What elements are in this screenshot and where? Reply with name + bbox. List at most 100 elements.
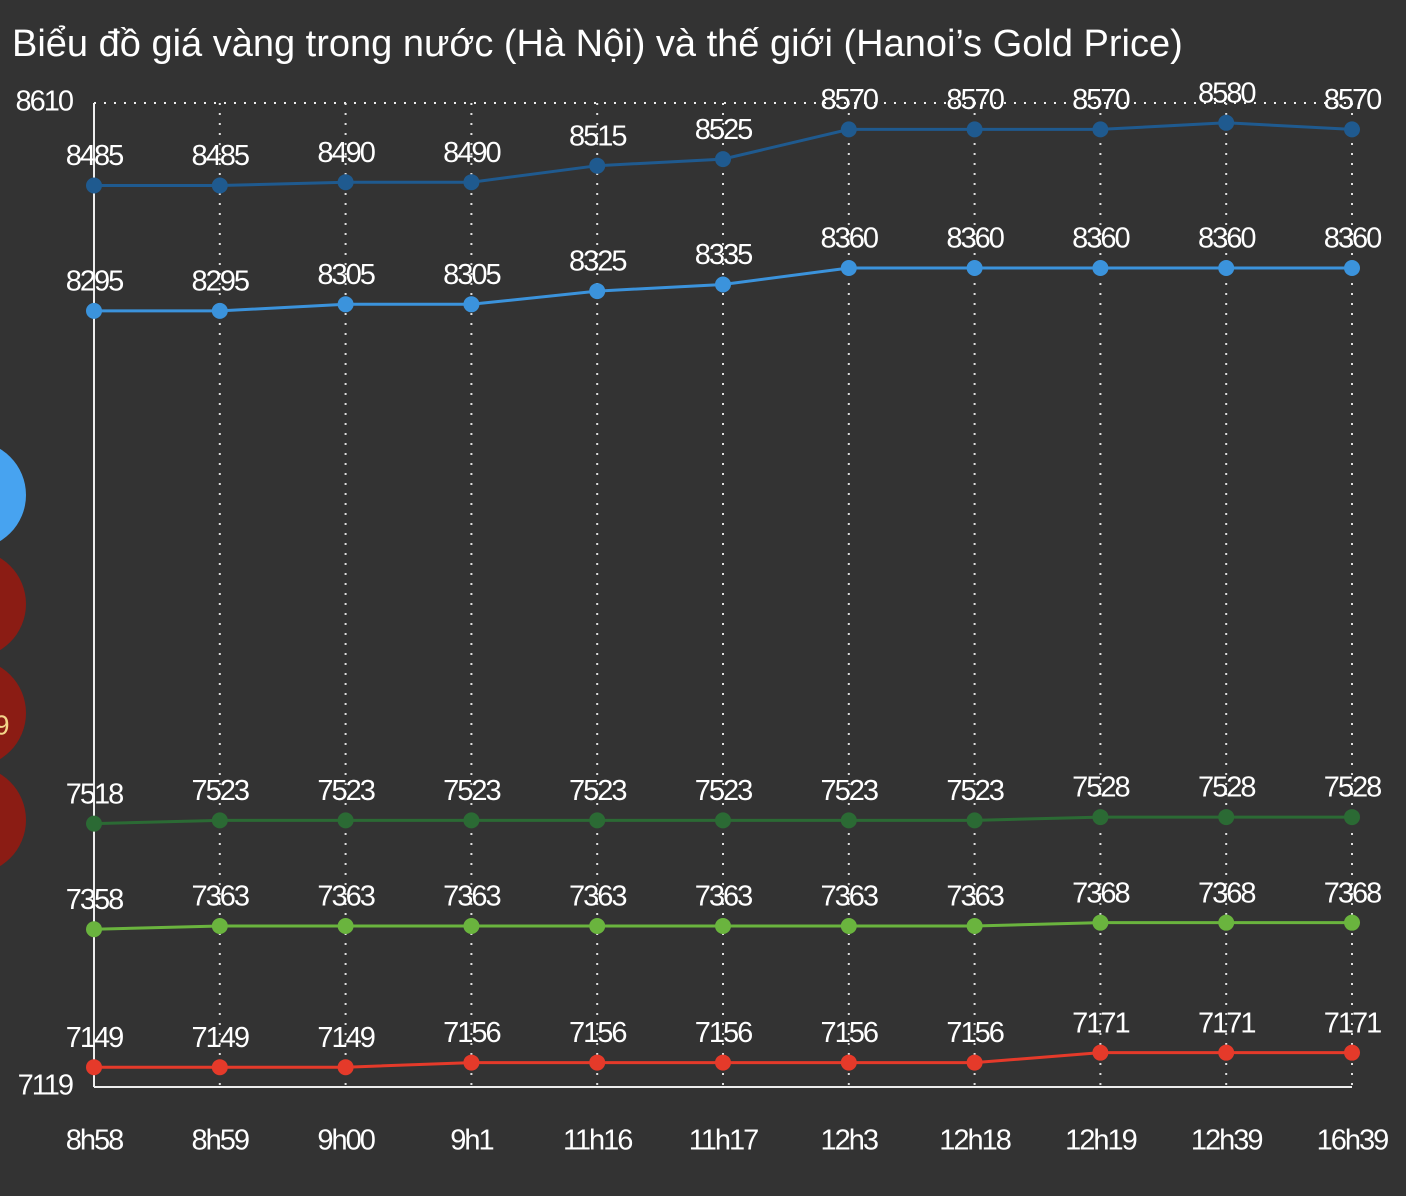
data-point — [1092, 914, 1109, 931]
value-label: 7171 — [1072, 1007, 1129, 1039]
value-label: 7363 — [443, 881, 500, 913]
value-label: 7523 — [317, 775, 374, 807]
x-tick-label: 12h19 — [1065, 1125, 1137, 1157]
x-tick-label: 12h18 — [939, 1125, 1011, 1157]
chart-title: Biểu đồ giá vàng trong nước (Hà Nội) và … — [12, 23, 1183, 65]
value-label: 8490 — [317, 137, 374, 169]
data-point — [715, 1054, 731, 1071]
value-label: 7523 — [946, 775, 1003, 807]
data-point — [840, 259, 857, 276]
value-label: 8515 — [569, 120, 626, 152]
value-label: 7523 — [443, 775, 500, 807]
data-point — [715, 276, 731, 293]
data-point — [1218, 114, 1235, 131]
data-point — [840, 812, 857, 829]
data-point — [463, 1054, 480, 1071]
value-label: 8580 — [1198, 77, 1255, 109]
value-label: 7149 — [66, 1022, 123, 1054]
value-label: 7363 — [317, 881, 374, 913]
data-point — [966, 1054, 983, 1071]
value-label: 7171 — [1324, 1007, 1381, 1039]
data-point — [86, 302, 102, 319]
value-label: 7528 — [1324, 772, 1381, 804]
data-point — [337, 174, 354, 191]
data-point — [966, 812, 983, 829]
value-label: 7368 — [1072, 877, 1129, 909]
data-point — [1344, 259, 1360, 276]
data-point — [1092, 1044, 1109, 1061]
value-label: 7368 — [1324, 877, 1381, 909]
value-label: 8570 — [1324, 84, 1381, 116]
value-label: 8295 — [66, 266, 123, 298]
value-label: 7149 — [192, 1022, 249, 1054]
data-point — [463, 917, 480, 934]
data-point — [1344, 121, 1360, 138]
data-point — [1218, 259, 1235, 276]
data-point — [840, 1054, 857, 1071]
data-point — [1092, 259, 1109, 276]
value-label: 7363 — [946, 881, 1003, 913]
data-point — [715, 917, 731, 934]
data-point — [1092, 809, 1109, 826]
data-point — [1218, 914, 1235, 931]
x-tick-label: 16h39 — [1317, 1125, 1389, 1157]
data-point — [589, 917, 606, 934]
value-label: 7528 — [1072, 772, 1129, 804]
value-label: 8295 — [192, 266, 249, 298]
data-point — [1218, 1044, 1235, 1061]
value-label: 7358 — [66, 884, 123, 916]
data-point — [840, 121, 857, 138]
value-label: 8360 — [946, 223, 1003, 255]
value-label: 7523 — [695, 775, 752, 807]
data-point — [1344, 914, 1360, 931]
value-label: 7156 — [695, 1017, 752, 1049]
data-point — [715, 151, 731, 168]
value-label: 7523 — [192, 775, 249, 807]
data-point — [966, 917, 983, 934]
x-tick-label: 12h3 — [821, 1125, 878, 1157]
data-point — [337, 296, 354, 313]
value-label: 8570 — [946, 84, 1003, 116]
value-label: 7363 — [821, 881, 878, 913]
value-label: 7156 — [946, 1017, 1003, 1049]
value-label: 8360 — [1324, 223, 1381, 255]
data-point — [966, 121, 983, 138]
value-label: 7156 — [821, 1017, 878, 1049]
data-point — [463, 296, 480, 313]
side-badge — [0, 666, 26, 760]
data-point — [86, 921, 102, 938]
data-point — [1218, 809, 1235, 826]
value-label: 8570 — [821, 84, 878, 116]
side-badge — [0, 557, 26, 651]
x-tick-label: 11h16 — [563, 1125, 632, 1157]
data-point — [1344, 1044, 1360, 1061]
value-label: 7523 — [821, 775, 878, 807]
x-tick-label: 11h17 — [689, 1125, 758, 1157]
x-tick-label: 9h00 — [317, 1125, 374, 1157]
value-label: 8490 — [443, 137, 500, 169]
value-label: 7518 — [66, 778, 123, 810]
y-tick-label: 7119 — [18, 1070, 73, 1102]
value-label: 7523 — [569, 775, 626, 807]
side-badge — [0, 773, 26, 867]
data-point — [589, 283, 606, 300]
value-label: 7149 — [317, 1022, 374, 1054]
value-label: 7156 — [569, 1017, 626, 1049]
value-label: 8360 — [1198, 223, 1255, 255]
value-label: 8305 — [317, 259, 374, 291]
data-point — [337, 1059, 354, 1076]
value-label: 7363 — [569, 881, 626, 913]
data-point — [463, 174, 480, 191]
value-label: 8335 — [695, 239, 752, 271]
x-tick-label: 9h1 — [450, 1125, 493, 1157]
data-point — [715, 812, 731, 829]
data-point — [211, 302, 228, 319]
value-label: 8360 — [1072, 223, 1129, 255]
value-label: 8570 — [1072, 84, 1129, 116]
value-label: 8325 — [569, 246, 626, 278]
data-point — [1344, 809, 1360, 826]
value-label: 7528 — [1198, 772, 1255, 804]
x-tick-label: 8h59 — [192, 1125, 249, 1157]
data-point — [211, 812, 228, 829]
value-label: 8485 — [66, 140, 123, 172]
